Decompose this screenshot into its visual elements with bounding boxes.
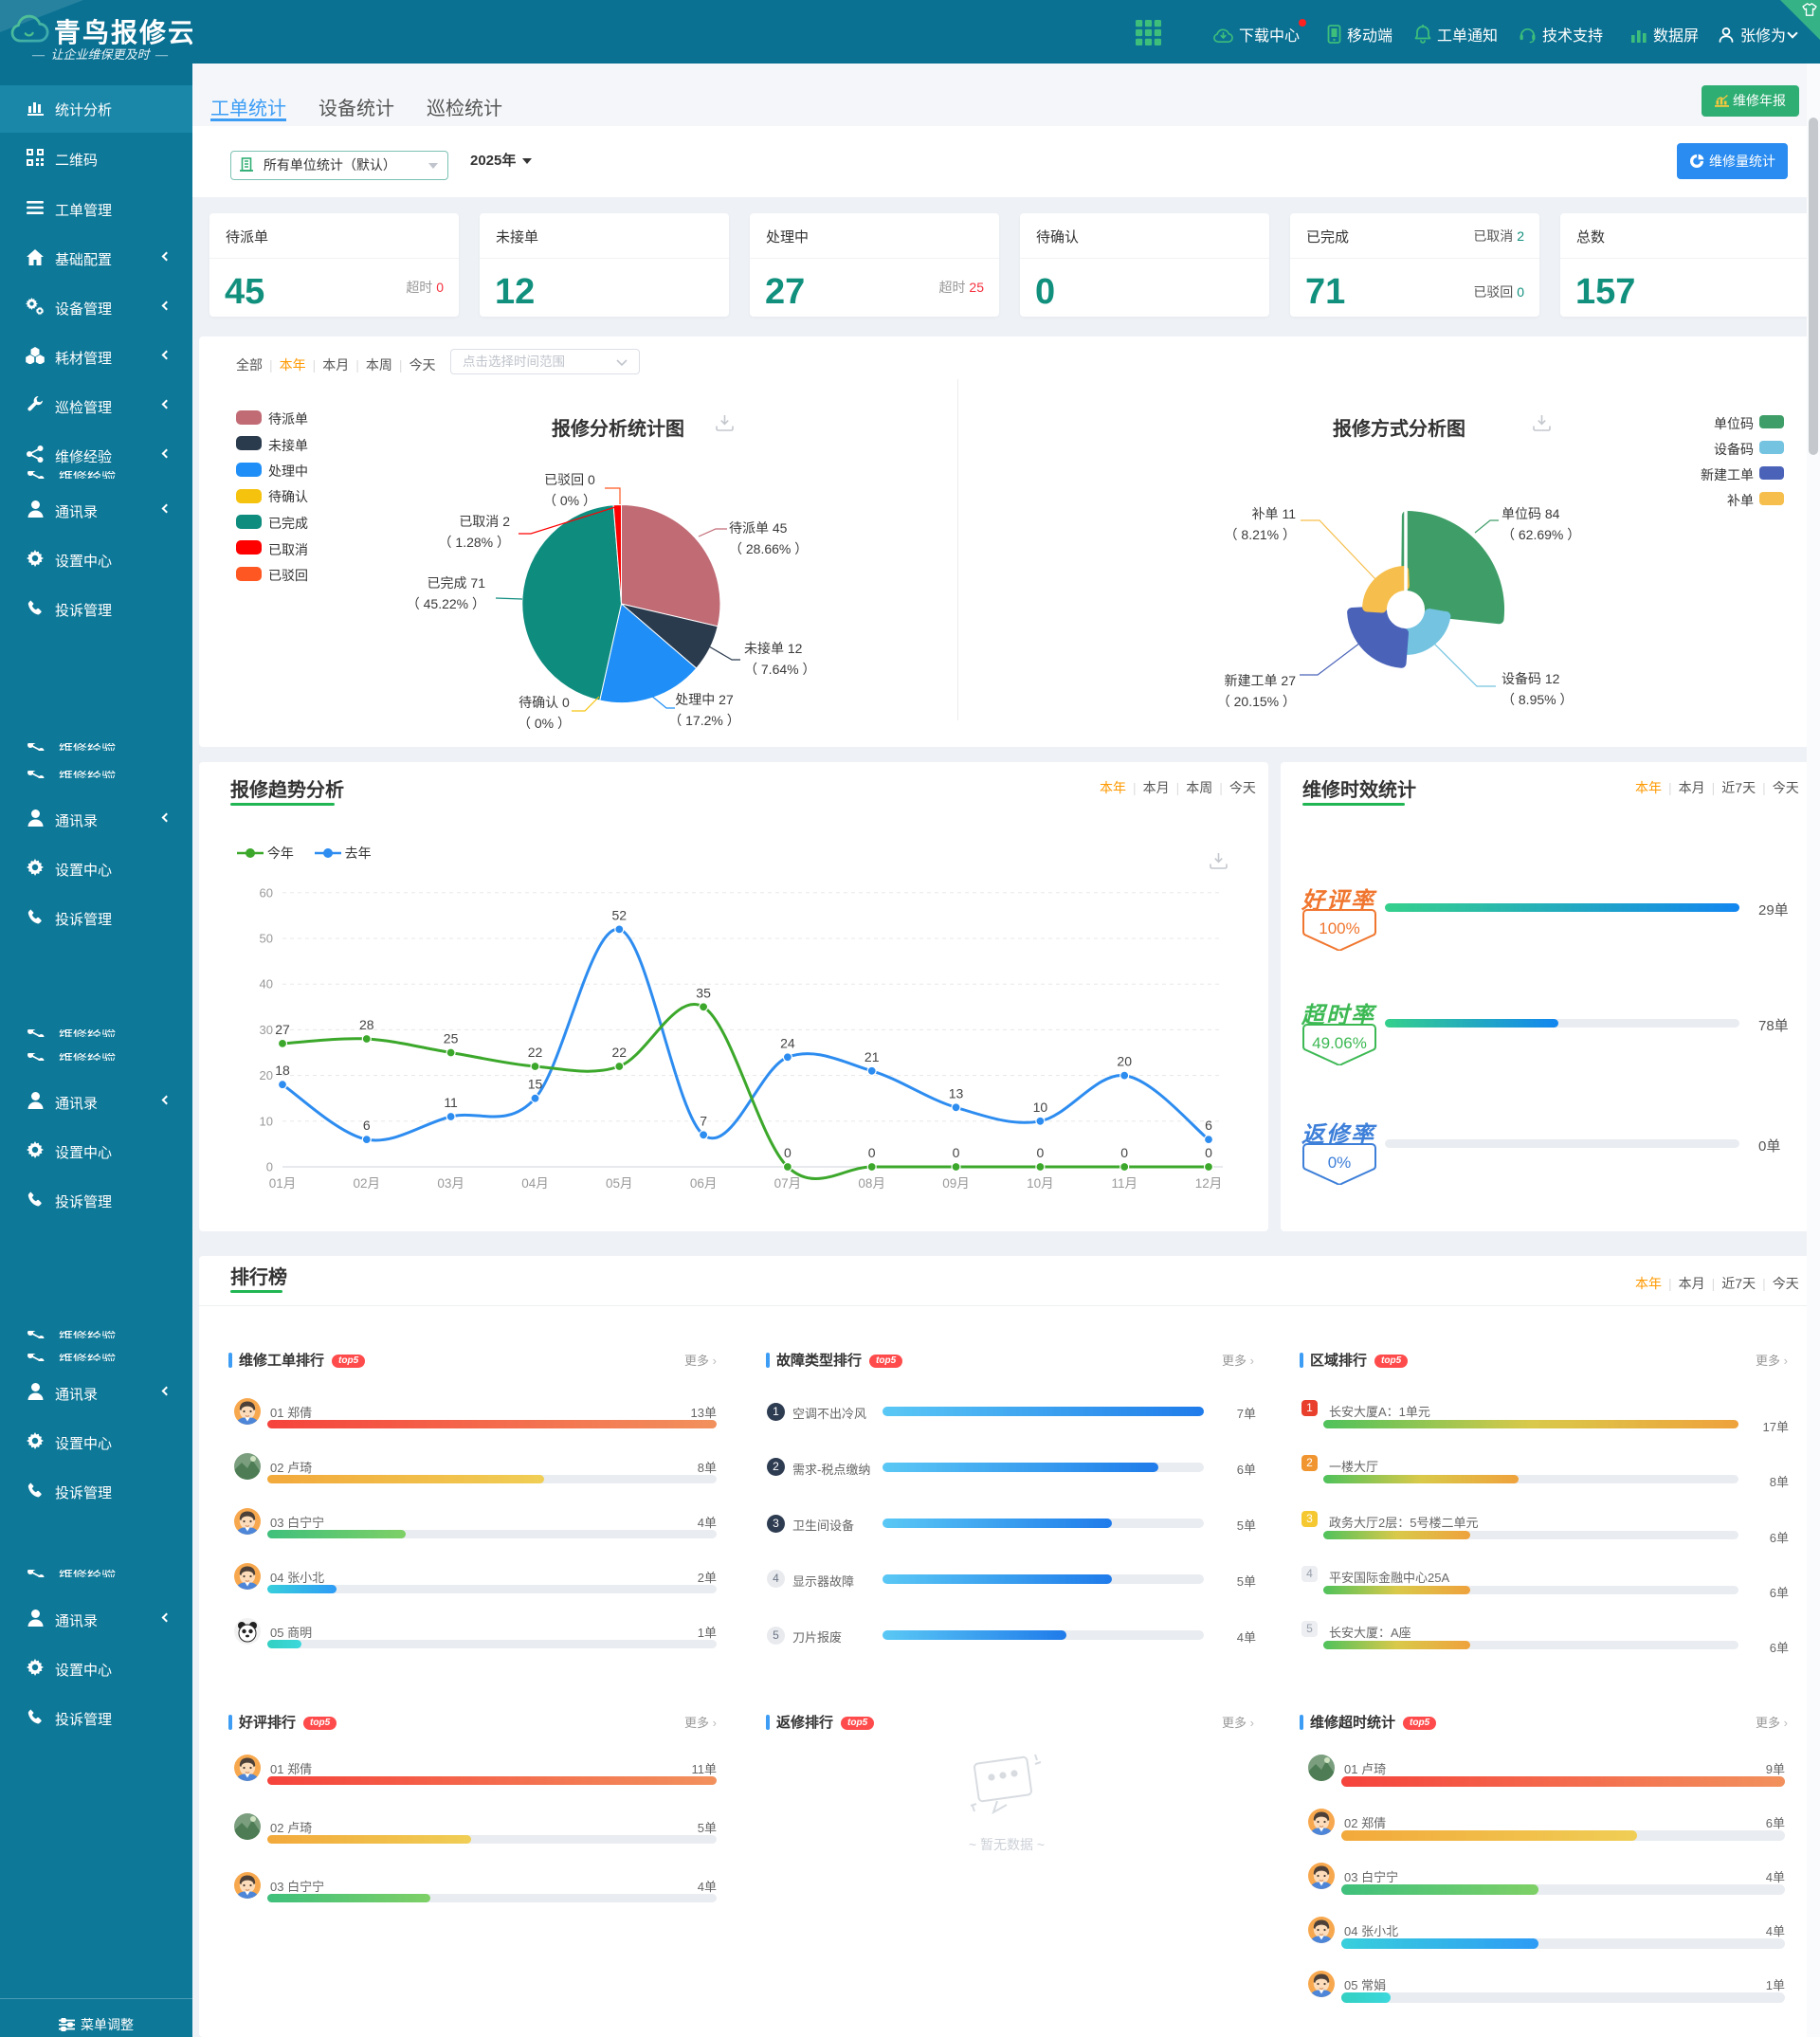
svg-text:04月: 04月 xyxy=(521,1176,549,1191)
svg-text:40: 40 xyxy=(260,977,273,991)
svg-text:15: 15 xyxy=(528,1077,543,1092)
svg-text:09月: 09月 xyxy=(942,1176,970,1191)
svg-text:0: 0 xyxy=(1037,1145,1045,1160)
svg-text:22: 22 xyxy=(612,1045,628,1060)
svg-text:35: 35 xyxy=(696,985,711,1000)
svg-text:02月: 02月 xyxy=(354,1176,381,1191)
svg-text:0: 0 xyxy=(868,1145,876,1160)
svg-text:20: 20 xyxy=(260,1068,273,1082)
svg-text:18: 18 xyxy=(275,1063,290,1078)
svg-text:28: 28 xyxy=(359,1017,374,1032)
svg-text:0: 0 xyxy=(266,1160,273,1174)
svg-text:0: 0 xyxy=(953,1145,960,1160)
svg-text:52: 52 xyxy=(612,907,628,922)
svg-text:08月: 08月 xyxy=(858,1176,885,1191)
svg-text:10: 10 xyxy=(260,1114,273,1128)
svg-text:11: 11 xyxy=(444,1095,458,1110)
svg-text:07月: 07月 xyxy=(774,1176,802,1191)
svg-text:0%: 0% xyxy=(1328,1154,1352,1172)
svg-text:24: 24 xyxy=(780,1035,795,1050)
svg-text:11月: 11月 xyxy=(1111,1176,1138,1191)
svg-text:05月: 05月 xyxy=(606,1176,633,1191)
svg-text:6: 6 xyxy=(1205,1118,1212,1133)
svg-text:0: 0 xyxy=(1120,1145,1128,1160)
svg-text:49.06%: 49.06% xyxy=(1312,1034,1367,1052)
svg-text:27: 27 xyxy=(275,1022,290,1037)
svg-text:7: 7 xyxy=(700,1113,707,1128)
svg-text:12月: 12月 xyxy=(1195,1176,1223,1191)
svg-text:03月: 03月 xyxy=(437,1176,464,1191)
svg-text:10: 10 xyxy=(1033,1100,1048,1115)
svg-text:0: 0 xyxy=(784,1145,792,1160)
svg-text:21: 21 xyxy=(864,1049,880,1064)
svg-text:01月: 01月 xyxy=(269,1176,297,1191)
svg-text:25: 25 xyxy=(444,1031,459,1046)
svg-text:60: 60 xyxy=(260,885,273,900)
svg-text:10月: 10月 xyxy=(1027,1176,1054,1191)
svg-text:13: 13 xyxy=(949,1085,964,1100)
svg-text:6: 6 xyxy=(363,1118,371,1133)
svg-text:100%: 100% xyxy=(1319,919,1359,937)
svg-text:06月: 06月 xyxy=(690,1176,718,1191)
svg-text:20: 20 xyxy=(1117,1054,1132,1069)
svg-text:0: 0 xyxy=(1205,1145,1212,1160)
svg-text:30: 30 xyxy=(260,1023,273,1037)
svg-text:50: 50 xyxy=(260,932,273,946)
svg-text:22: 22 xyxy=(528,1045,543,1060)
